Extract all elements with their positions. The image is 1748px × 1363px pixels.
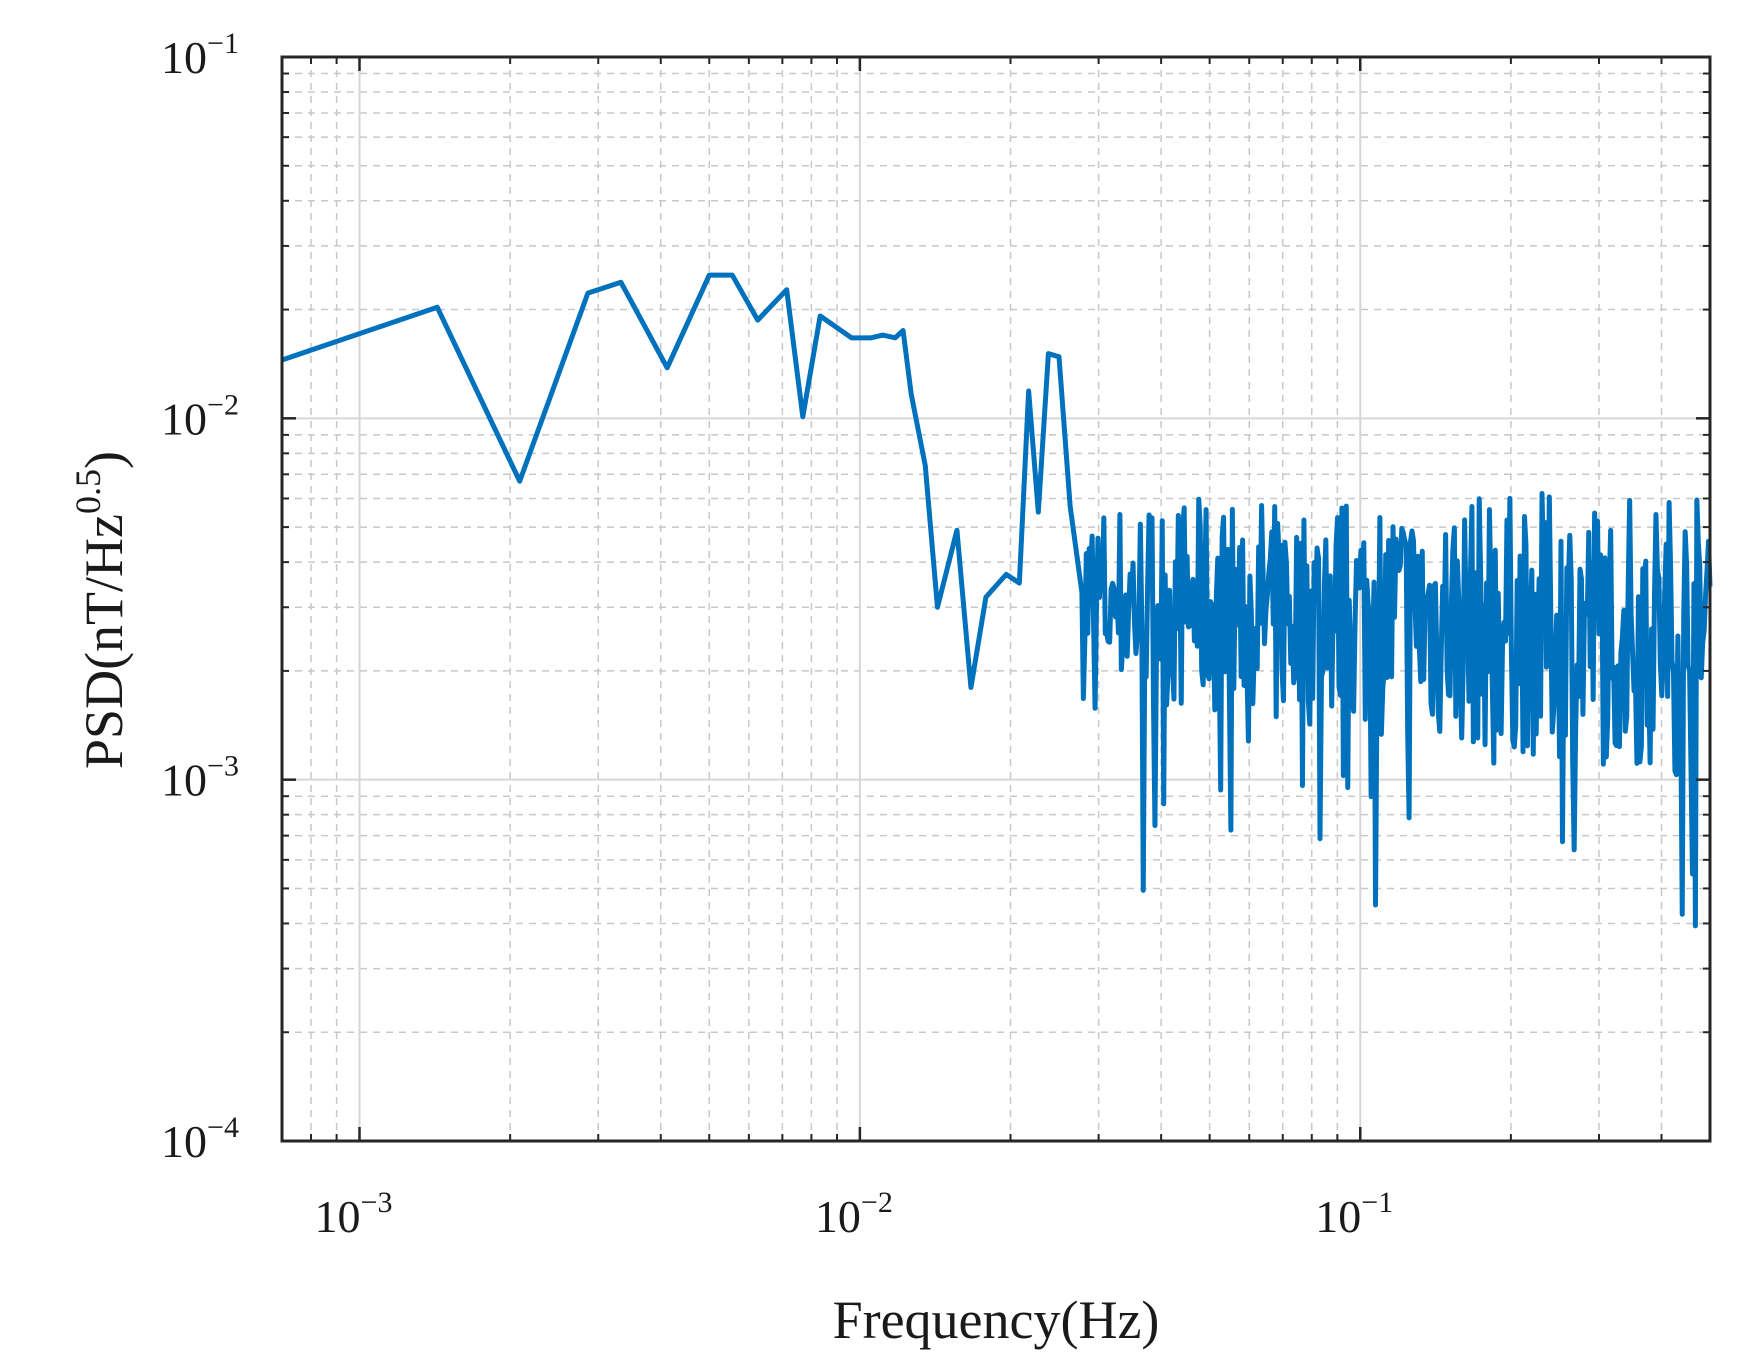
y-axis-title-main: PSD(nT/Hz (74, 514, 134, 769)
y-tick-exponent: −4 (207, 1111, 239, 1144)
y-tick-base: 10 (161, 755, 207, 806)
y-tick-label: 10−4 (161, 1111, 239, 1167)
axes-box (280, 55, 1712, 1143)
x-tick-base: 10 (1315, 1191, 1361, 1242)
y-tick-exponent: −3 (207, 750, 239, 783)
x-tick-exponent: −1 (1361, 1186, 1393, 1219)
x-axis-title: Frequency(Hz) (833, 1290, 1160, 1350)
y-tick-base: 10 (161, 32, 207, 83)
x-tick-label: 10−1 (1315, 1186, 1393, 1242)
y-axis-title-close: ) (74, 451, 134, 469)
y-tick-base: 10 (161, 1116, 207, 1167)
x-tick-base: 10 (815, 1191, 861, 1242)
y-tick-label: 10−3 (161, 750, 239, 806)
major-grid (282, 57, 1710, 1141)
psd-series (281, 272, 1713, 929)
y-tick-exponent: −1 (207, 27, 239, 60)
y-tick-exponent: −2 (207, 388, 239, 421)
y-tick-label: 10−1 (161, 27, 239, 83)
y-tick-base: 10 (161, 393, 207, 444)
x-tick-labels: 10−3 10−2 10−1 (315, 1186, 1394, 1242)
y-axis-title-exponent: 0.5 (68, 469, 108, 514)
x-tick-base: 10 (315, 1191, 361, 1242)
y-axis-title: PSD(nT/Hz0.5) (68, 451, 134, 769)
x-tick-exponent: −2 (861, 1186, 893, 1219)
axis-ticks (282, 55, 1710, 1143)
psd-line (281, 272, 1713, 929)
x-tick-label: 10−3 (315, 1186, 393, 1242)
minor-grid (282, 57, 1710, 1141)
x-tick-exponent: −3 (361, 1186, 393, 1219)
y-tick-label: 10−2 (161, 388, 239, 444)
x-tick-label: 10−2 (815, 1186, 893, 1242)
y-tick-labels: 10−410−310−210−1 (161, 27, 239, 1167)
